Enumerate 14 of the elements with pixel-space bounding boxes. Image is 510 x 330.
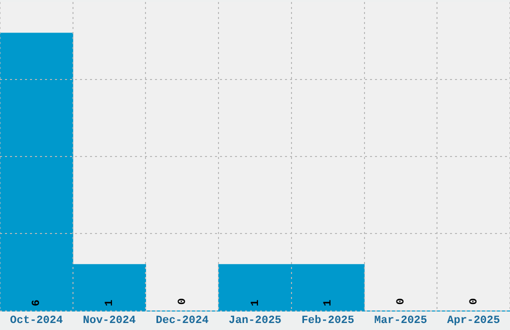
data-label: 0 bbox=[468, 298, 480, 305]
data-label: 1 bbox=[250, 299, 262, 306]
x-tick-label: Nov-2024 bbox=[82, 315, 136, 328]
data-label: 1 bbox=[104, 299, 116, 306]
x-tick-label: Feb-2025 bbox=[301, 315, 355, 328]
data-label: 0 bbox=[395, 298, 408, 305]
data-label: 1 bbox=[322, 299, 335, 306]
x-tick-label: Jan-2025 bbox=[228, 315, 282, 328]
data-label: 0 bbox=[176, 298, 189, 305]
x-tick-label: Oct-2024 bbox=[10, 315, 64, 328]
x-tick-label: Dec-2024 bbox=[156, 315, 209, 328]
x-tick-label: Mar-2025 bbox=[374, 315, 428, 328]
data-label: 6 bbox=[31, 300, 44, 306]
x-tick-label: Apr-2025 bbox=[447, 315, 500, 328]
